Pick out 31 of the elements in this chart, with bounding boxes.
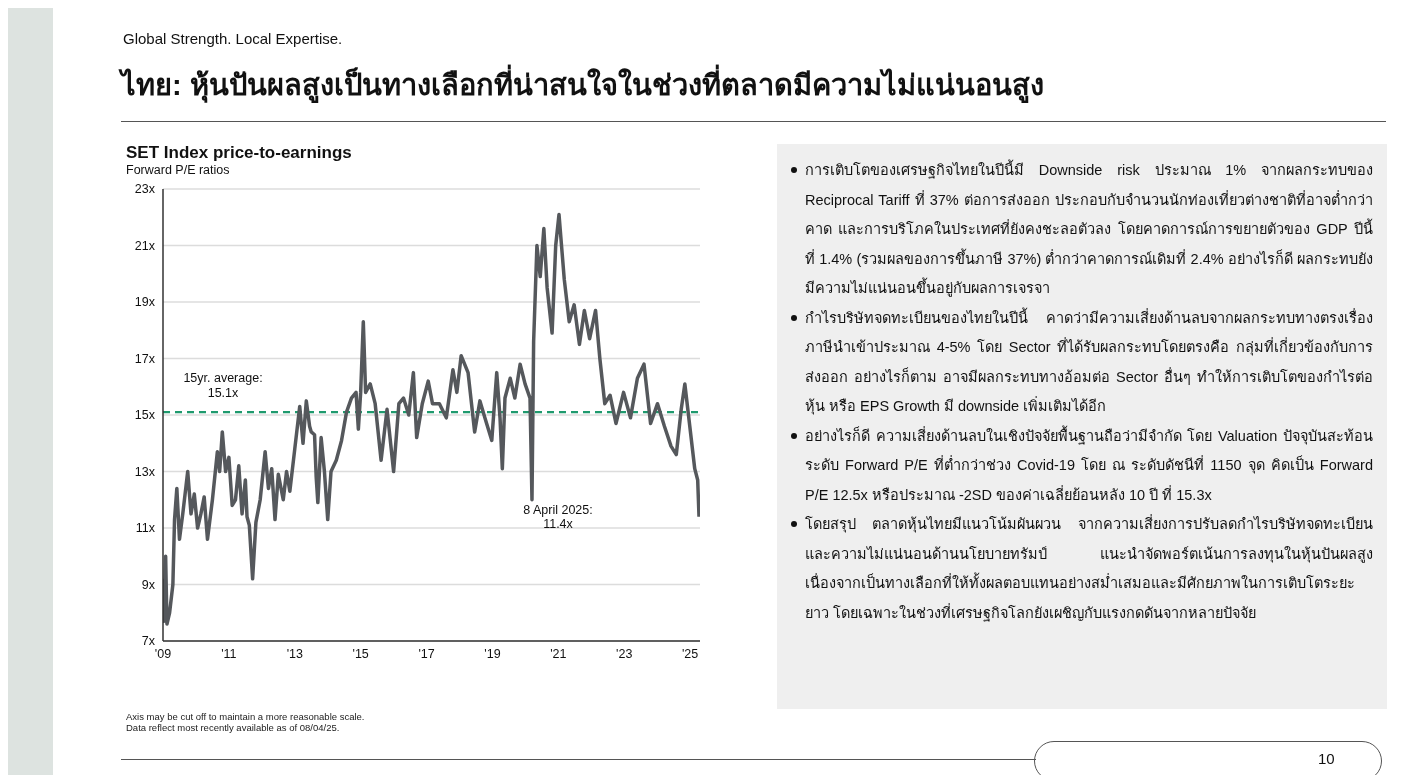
x-tick-label: '19 (484, 646, 501, 661)
y-tick-label: 9x (141, 577, 156, 592)
y-tick-label: 17x (134, 351, 156, 366)
y-tick-label: 15x (134, 408, 156, 423)
text: อย่างไรก็ดี ความเสี่ยงด้านลบในเชิงปัจจัยพื้นฐานถือว่ามีจำกัด โดย Valuation ปัจจุบันสะท้อนระดับ Forward P/E ที่ต่ำกว่าช่วง Covid-19 โดย ณ ระดับดัชนีที่ 1150 จุด คิดเป็น Forward P/E 12.5x หรือประมาณ -2SD ของค่าเฉลี่ยย้อนหลัง 10 ปี ที่ 15.3x (805, 424, 1373, 505)
annotation: 8 April 2025: 11.4x (522, 503, 594, 532)
y-tick-label: 21x (134, 238, 156, 253)
y-tick-label: 11x (135, 521, 156, 536)
y-tick-label: 7x (141, 634, 156, 649)
text: การเติบโตของเศรษฐกิจไทยในปีนี้มี Downside risk ประมาณ 1% จากผลกระทบของ Reciprocal Tariff ที่ 37% ต่อการส่งออก ประกอบกับจำนวนนักท่องเที่ยวต่างชาติที่อาจต่ำกว่าคาด และการบริโภคในประเทศที่ยังคงชะลอตัวลง โดยคาดการณ์การขยายตัวของ GDP ปีนี้ที่ 1.4% (รวมผลของการขึ้นภาษี 37%) ต่ำกว่าคาดการณ์เดิมที่ 2.4% อย่างไรก็ดี ผลกระทบยังมีความไม่แน่นอนขึ้นอยู่กับผลการเจรจา (805, 158, 1373, 299)
y-tick-label: 19x (134, 295, 156, 310)
y-tick-label: 13x (134, 464, 156, 479)
text: Axis may be cut off to maintain a more reasonable scale. (126, 711, 366, 723)
x-tick-label: '15 (352, 646, 369, 661)
text: Global Strength. Local Expertise. (123, 30, 343, 47)
text: โดยสรุป ตลาดหุ้นไทยมีแนวโน้มผันผวน จากความเสี่ยงการปรับลดกำไรบริษัทจดทะเบียนและความไม่แน่นอนด้านนโยบายทรัมป์ แนะนำจัดพอร์ตเน้นการลงทุนในหุ้นปันผลสูง เนื่องจากเป็นทางเลือกที่ให้ทั้งผลตอบแทนอย่างสม่ำเสมอและมีศักยภาพในการเติบโตระยะยาว โดยเฉพาะในช่วงที่เศรษฐกิจโลกยังเผชิญกับแรงกดดันจากหลายปัจจัย (805, 513, 1373, 624)
x-tick-label: '17 (418, 646, 435, 661)
chart-subtitle: Forward P/E ratios (126, 163, 231, 177)
y-tick-label: 23x (134, 182, 156, 197)
text: Data reflect most recently available as of 08/04/25. (126, 721, 341, 734)
x-tick-label: '11 (221, 646, 237, 661)
ref-line-label: 15yr. average: 15.1x (183, 371, 263, 400)
x-tick-label: '21 (550, 646, 567, 661)
chart-title: SET Index price-to-earnings (126, 143, 353, 163)
x-tick-label: '25 (681, 646, 699, 661)
x-tick-label: '13 (286, 646, 303, 661)
x-tick-label: '09 (154, 646, 172, 661)
line-series (163, 212, 700, 626)
text: 10 (1318, 750, 1335, 767)
text: กำไรบริษัทจดทะเบียนของไทยในปีนี้ คาดว่ามีความเสี่ยงด้านลบจากผลกระทบทางตรงเรื่องภาษีนำเข้าประมาณ 4-5% โดย Sector ที่ได้รับผลกระทบโดยตรงคือ กลุ่มที่เกี่ยวข้องกับการส่งออก อย่างไรก็ตาม อาจมีผลกระทบทางอ้อมต่อ Sector อื่นๆ ทำให้การเติบโตของกำไรต่อหุ้น หรือ EPS Growth มี downside เพิ่มเติมได้อีก (805, 306, 1373, 417)
x-tick-label: '23 (616, 646, 633, 661)
